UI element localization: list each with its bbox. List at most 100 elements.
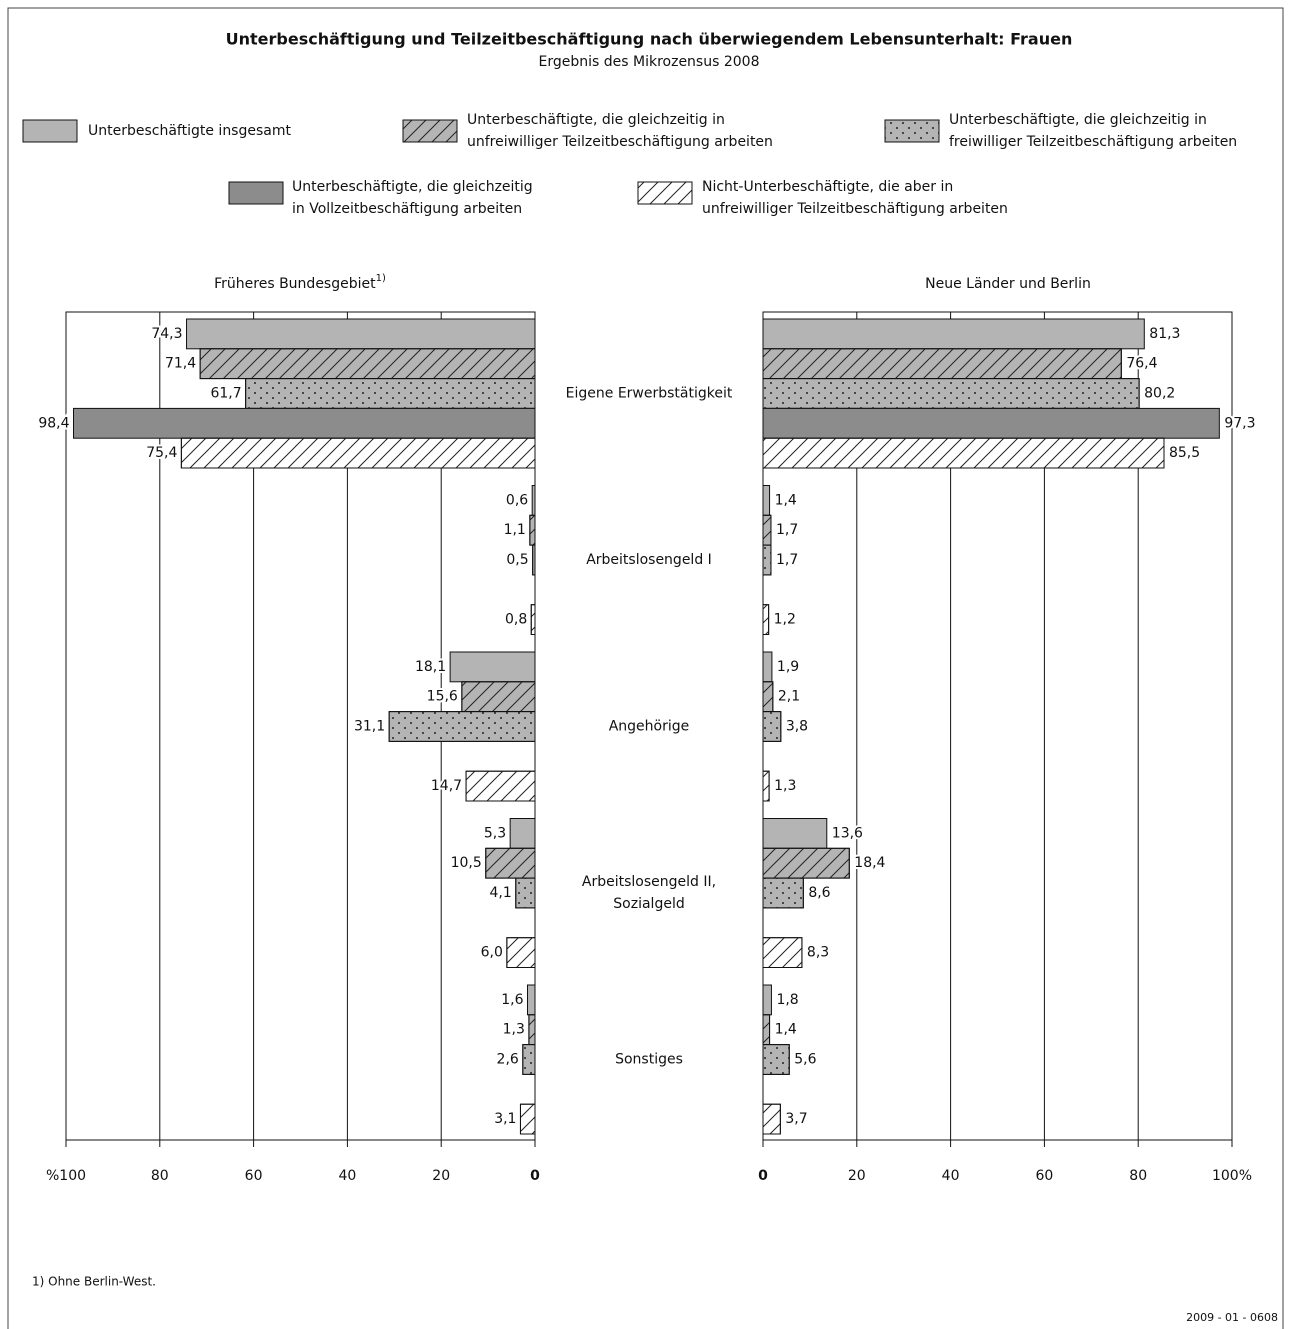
bar-pattern — [515, 877, 536, 909]
bar — [509, 818, 536, 849]
bar-pattern — [506, 937, 536, 969]
value-label: 13,6 — [832, 825, 863, 841]
panel-title-text: Früheres Bundesgebiet — [214, 276, 376, 292]
legend-label: Unterbeschäftigte, die gleichzeitig in Vo… — [292, 179, 533, 217]
bar-pattern — [529, 514, 536, 546]
value-label: 75,4 — [146, 445, 177, 461]
bar-pattern — [530, 604, 536, 636]
bar-pattern — [762, 711, 782, 742]
value-label: 3,1 — [494, 1111, 516, 1127]
x-tick-label: 60 — [245, 1168, 263, 1184]
bar-pattern — [637, 181, 693, 205]
category-label: Angehörige — [609, 719, 690, 735]
x-tick-label: %100 — [46, 1168, 86, 1184]
panel-title: Früheres Bundesgebiet1) — [214, 273, 386, 292]
value-label: 76,4 — [1126, 356, 1157, 372]
value-label: 80,2 — [1144, 386, 1175, 402]
bar-pattern — [762, 847, 850, 879]
bar-pattern — [762, 437, 1165, 469]
bar-pattern — [180, 437, 536, 469]
value-label: 1,4 — [775, 492, 797, 508]
value-label: 10,5 — [451, 855, 482, 871]
bar-pattern — [199, 348, 536, 380]
legend-label: Unterbeschäftigte insgesamt — [88, 123, 291, 139]
bar-pattern — [402, 119, 458, 143]
bar — [762, 407, 1220, 439]
value-label: 0,5 — [506, 552, 528, 568]
bar — [449, 651, 536, 683]
x-tick-label: 20 — [848, 1168, 866, 1184]
value-label: 6,0 — [481, 945, 503, 961]
bar-pattern — [532, 544, 536, 576]
panel-title: Neue Länder und Berlin — [925, 276, 1091, 292]
chart-title: Unterbeschäftigung und Teilzeitbeschäfti… — [226, 30, 1073, 49]
bar-pattern — [245, 378, 536, 409]
value-label: 0,6 — [506, 492, 528, 508]
value-label: 1,1 — [504, 522, 526, 538]
footnote-ref: 1) — [376, 273, 386, 284]
x-tick-label: 80 — [1129, 1168, 1147, 1184]
page-frame — [7, 7, 1284, 1329]
value-label: 14,7 — [431, 778, 462, 794]
value-label: 81,3 — [1149, 326, 1180, 342]
bar-pattern — [528, 1014, 536, 1046]
bar-pattern — [762, 1044, 790, 1075]
footnote: 1) Ohne Berlin-West. — [32, 1275, 156, 1289]
bar-pattern — [762, 1103, 781, 1135]
legend-label: Unterbeschäftigte, die gleichzeitig in fr… — [949, 112, 1237, 150]
bar — [762, 651, 773, 683]
bar — [762, 485, 771, 516]
bar-pattern — [762, 378, 1140, 409]
value-label: 97,3 — [1224, 415, 1255, 431]
x-tick-label: 20 — [432, 1168, 450, 1184]
bar-pattern — [388, 711, 536, 742]
bar-pattern — [762, 770, 770, 802]
bar-pattern — [884, 119, 940, 143]
bar-pattern — [461, 681, 536, 713]
chart-subtitle: Ergebnis des Mikrozensus 2008 — [539, 54, 760, 70]
value-label: 8,3 — [807, 945, 829, 961]
x-tick-label: 40 — [338, 1168, 356, 1184]
bar-pattern — [762, 604, 770, 636]
legend-label: Nicht-Unterbeschäftigte, die aber in unfr… — [702, 179, 1008, 217]
bar-pattern — [522, 1044, 536, 1075]
x-tick-label: 40 — [942, 1168, 960, 1184]
x-tick-label: 100% — [1212, 1168, 1252, 1184]
value-label: 4,1 — [490, 885, 512, 901]
value-label: 31,1 — [354, 719, 385, 735]
category-label: Arbeitslosengeld I — [586, 552, 712, 568]
value-label: 1,9 — [777, 659, 799, 675]
value-label: 1,6 — [501, 992, 523, 1008]
category-label: Arbeitslosengeld II, Sozialgeld — [582, 874, 716, 912]
value-label: 1,4 — [775, 1022, 797, 1038]
value-label: 8,6 — [808, 885, 830, 901]
value-label: 2,1 — [778, 689, 800, 705]
x-tick-label: 0 — [758, 1168, 768, 1184]
category-label: Sonstiges — [615, 1052, 683, 1068]
bar — [531, 485, 536, 516]
value-label: 61,7 — [210, 386, 241, 402]
value-label: 3,7 — [785, 1111, 807, 1127]
value-label: 15,6 — [427, 689, 458, 705]
x-tick-label: 80 — [151, 1168, 169, 1184]
bar-pattern — [762, 937, 803, 969]
value-label: 1,2 — [774, 612, 796, 628]
bar — [186, 318, 536, 350]
legend-label: Unterbeschäftigte, die gleichzeitig in un… — [467, 112, 773, 150]
bar-pattern — [762, 514, 772, 546]
bar — [526, 984, 536, 1016]
value-label: 5,3 — [484, 825, 506, 841]
bar-pattern — [762, 348, 1122, 380]
value-label: 0,8 — [505, 612, 527, 628]
legend-swatch — [228, 181, 284, 205]
value-label: 98,4 — [38, 415, 69, 431]
bar — [762, 318, 1145, 350]
bar-pattern — [519, 1103, 536, 1135]
value-label: 1,3 — [503, 1022, 525, 1038]
bar — [73, 407, 536, 439]
value-label: 85,5 — [1169, 445, 1200, 461]
source-code: 2009 - 01 - 0608 — [1186, 1311, 1278, 1324]
value-label: 2,6 — [497, 1052, 519, 1068]
bar-pattern — [762, 681, 774, 713]
